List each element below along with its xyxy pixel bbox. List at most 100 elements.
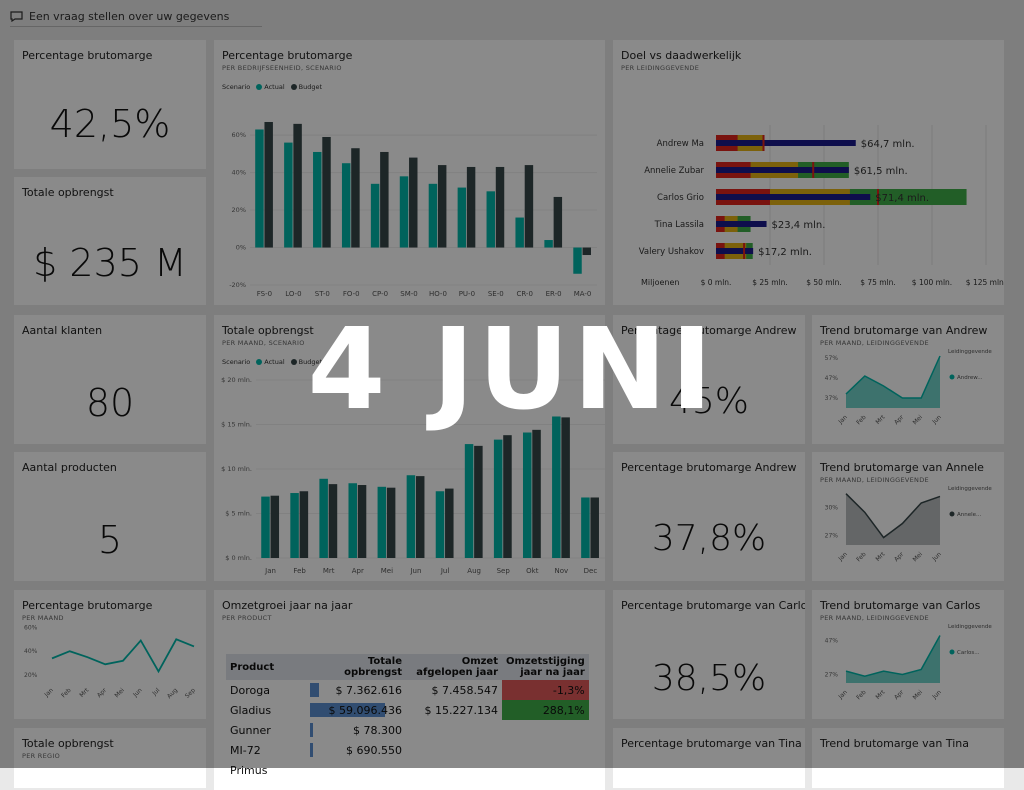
bar-actual xyxy=(552,416,561,558)
target-vs-actual-chart: Andrew Ma $64,7 mln. Annelie Zubar $61,5 ml… xyxy=(639,125,1004,287)
x-tick-label: SE-0 xyxy=(488,290,504,298)
bar-budget xyxy=(445,488,454,558)
tile-title: Percentage brutomarge xyxy=(222,49,353,62)
column-header[interactable]: Totale opbrengst xyxy=(310,654,406,680)
revenue-month-tile[interactable]: Totale opbrengst PER MAAND, SCENARIO Sce… xyxy=(214,315,605,581)
bar-actual xyxy=(716,248,754,254)
bar-actual xyxy=(716,221,767,227)
y-tick-label: 60% xyxy=(24,624,38,631)
x-tick-label: $ 125 mln. xyxy=(966,278,1004,287)
qa-search-bar[interactable]: Een vraag stellen over uw gegevens xyxy=(10,6,262,27)
bar-actual xyxy=(493,439,503,558)
bar-budget xyxy=(357,485,367,558)
legend-budget: Budget xyxy=(298,83,323,91)
x-tick-label: $ 50 mln. xyxy=(806,278,842,287)
bar-actual xyxy=(716,167,849,173)
column-header[interactable]: Product xyxy=(226,654,310,680)
kpi-revenue-tile[interactable]: Totale opbrengst $ 235 M xyxy=(14,177,206,305)
y-tick-label: 60% xyxy=(232,131,246,139)
kpi-andrew-tile[interactable]: Percentage brutomarge Andrew 45% xyxy=(613,315,805,444)
bar-budget xyxy=(322,136,331,248)
trend-annele-tile[interactable]: Trend brutomarge van Annele PER MAAND, L… xyxy=(812,452,1004,581)
bar-budget xyxy=(466,166,476,248)
bar-budget xyxy=(415,476,425,558)
legend-label: Carlos... xyxy=(957,650,980,656)
y-tick-label: $ 20 mln. xyxy=(221,376,252,384)
margin-month-tile[interactable]: Percentage brutomarge PER MAAND 60% 40% 20… xyxy=(14,590,206,719)
bar-budget xyxy=(293,123,302,248)
bar-actual xyxy=(515,217,524,248)
x-tick-label: Dec xyxy=(584,567,598,575)
legend-actual: Actual xyxy=(264,83,285,91)
tile-subtitle: PER MAAND, LEIDINGGEVENDE xyxy=(820,476,929,484)
tile-title: Totale opbrengst xyxy=(222,324,314,337)
x-tick-label: MA-0 xyxy=(574,290,592,298)
qa-label: Een vraag stellen over uw gegevens xyxy=(29,9,230,23)
y-tick-label: 20% xyxy=(232,206,246,214)
x-tick-label: Mrt xyxy=(323,567,335,575)
y-tick-label: 57% xyxy=(825,355,839,362)
bar-actual xyxy=(290,493,299,558)
kpi-customers-tile[interactable]: Aantal klanten 80 xyxy=(14,315,206,444)
tile-title: Percentage brutomarge van Carlos xyxy=(621,599,805,612)
kpi-annele-tile[interactable]: Percentage brutomarge Andrew 37,8% xyxy=(613,452,805,581)
legend-label: Andrew... xyxy=(957,375,983,381)
date-headline: 4 JUNI xyxy=(307,305,717,435)
trend-carlos-tile[interactable]: Trend brutomarge van Carlos PER MAAND, L… xyxy=(812,590,1004,719)
bar-actual xyxy=(457,187,467,248)
bar-actual xyxy=(464,444,474,558)
kpi-products-tile[interactable]: Aantal producten 5 xyxy=(14,452,206,581)
tile-subtitle: PER LEIDINGGEVENDE xyxy=(621,64,700,72)
bar-actual xyxy=(319,478,328,558)
margin-bu-tile[interactable]: Percentage brutomarge PER BEDRIJFSEENHEI… xyxy=(214,40,605,305)
bar-actual xyxy=(544,240,553,248)
kpi-carlos-tile[interactable]: Percentage brutomarge van Carlos 38,5% xyxy=(613,590,805,719)
table-row[interactable]: Doroga $ 7.362.616 $ 7.458.547 -1,3% xyxy=(226,680,589,700)
legend-swatch xyxy=(949,511,955,517)
table-row[interactable]: Gunner $ 78.300 xyxy=(226,720,589,740)
value-label: $64,7 mln. xyxy=(861,139,915,150)
growth-table-tile[interactable]: Omzetgroei jaar na jaar PER PRODUCT Prod… xyxy=(214,590,605,790)
manager-label: Carlos Grio xyxy=(657,193,704,203)
target-marker xyxy=(743,243,746,259)
total-value: $ 59.096.436 xyxy=(328,703,402,717)
column-header[interactable]: Omzetstijging jaar na jaar xyxy=(502,654,589,680)
total-value: $ 690.550 xyxy=(346,743,402,757)
bar-actual xyxy=(406,475,416,558)
kpi-value: 80 xyxy=(85,381,135,425)
x-tick-label: $ 75 mln. xyxy=(860,278,896,287)
bar-actual xyxy=(341,163,351,248)
trend-andrew-tile[interactable]: Trend brutomarge van Andrew PER MAAND, L… xyxy=(812,315,1004,444)
tile-subtitle: PER PRODUCT xyxy=(222,614,272,622)
product-cell: Gladius xyxy=(230,703,272,717)
manager-label: Tina Lassila xyxy=(654,220,704,230)
prev-cell: $ 15.227.134 xyxy=(424,703,498,717)
table-row[interactable]: MI-72 $ 690.550 xyxy=(226,740,589,760)
bar-budget xyxy=(409,157,418,248)
column-header[interactable]: Omzet afgelopen jaar xyxy=(406,654,502,680)
table-row[interactable]: Gladius $ 59.096.436 $ 15.227.134 288,1% xyxy=(226,700,589,720)
bar-budget xyxy=(532,429,541,558)
legend-actual: Actual xyxy=(264,358,285,366)
bar-actual xyxy=(370,183,380,248)
trend-carlos-chart: 47%27%Jan Feb Mrt Apr Mei JunLeidinggevendeCa… xyxy=(825,624,993,701)
x-tick-label: Aug xyxy=(467,567,481,575)
y-tick-label: 27% xyxy=(825,533,839,540)
tile-subtitle: PER MAAND, SCENARIO xyxy=(222,339,305,347)
tile-subtitle: PER REGIO xyxy=(22,752,61,760)
bar-actual xyxy=(261,496,270,558)
tile-subtitle: PER MAAND xyxy=(22,614,64,622)
x-tick-label: FO-0 xyxy=(343,290,360,298)
tile-title: Percentage brutomarge Andrew xyxy=(621,461,797,474)
dim-overlay xyxy=(0,0,1024,768)
tile-title: Percentage brutomarge xyxy=(22,49,153,62)
tile-title: Aantal klanten xyxy=(22,324,103,337)
legend-swatch xyxy=(949,649,955,655)
target-vs-actual-tile[interactable]: Doel vs daadwerkelijk PER LEIDINGGEVENDE… xyxy=(613,40,1004,305)
kpi-margin-tile[interactable]: Percentage brutomarge 42,5% xyxy=(14,40,206,169)
revenue-month-chart: $ 20 mln. $ 15 mln. $ 10 mln. $ 5 mln. $ 0 m… xyxy=(221,376,605,575)
growth-table: Product Totale opbrengst Omzet afgelopen… xyxy=(226,654,589,780)
trend-annele-chart: 30%27%Jan Feb Mrt Apr Mei JunLeidinggevendeAn… xyxy=(825,486,993,563)
bar-budget xyxy=(561,417,570,558)
area-fill xyxy=(846,493,940,545)
